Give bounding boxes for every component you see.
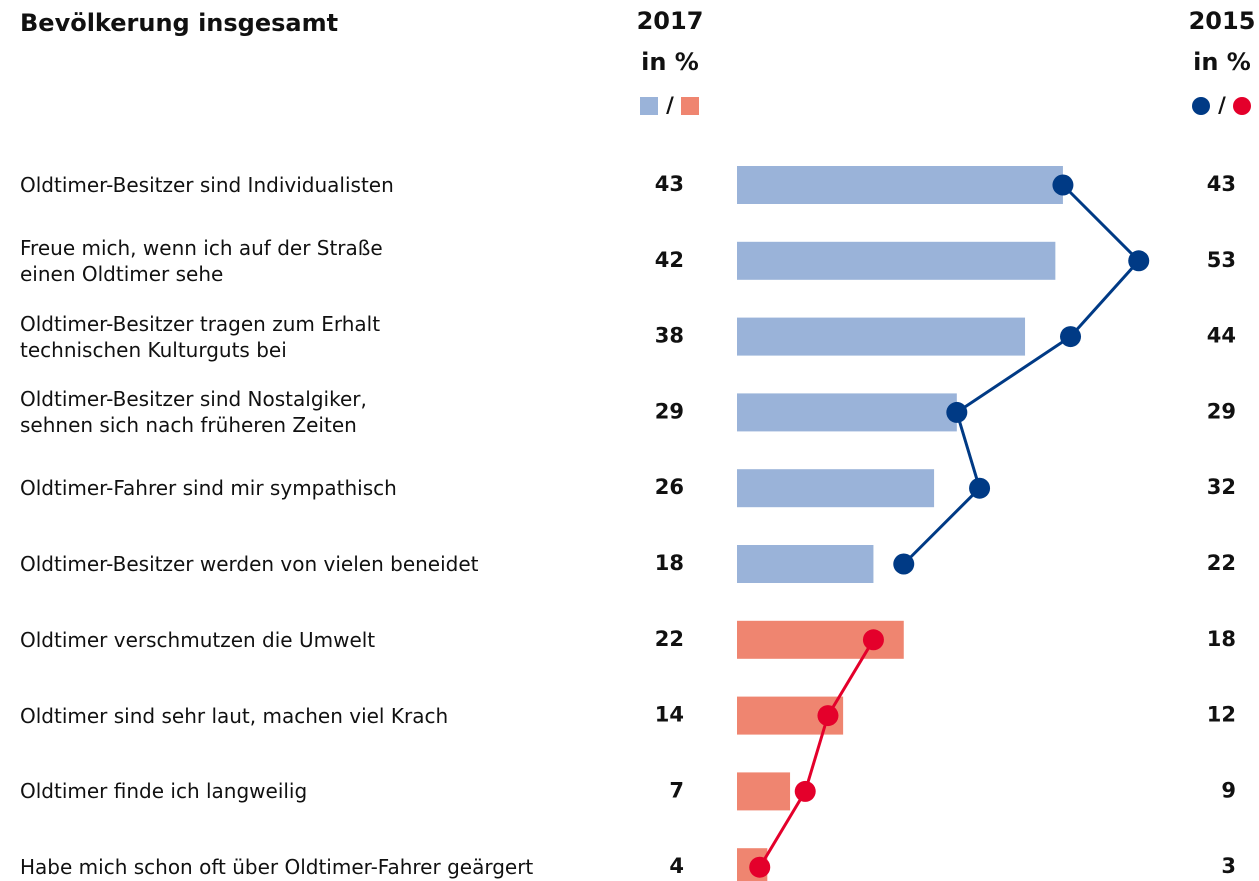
legend-swatch: [681, 97, 699, 115]
category-label: Oldtimer-Fahrer sind mir sympathisch: [20, 476, 397, 501]
value-label: 22: [655, 627, 684, 651]
value-label: 29: [655, 399, 684, 423]
unit-label: in %: [641, 48, 699, 76]
value-label: 18: [655, 551, 684, 575]
dot: [749, 856, 771, 878]
chart-title: Bevölkerung insgesamt: [20, 9, 338, 37]
value-label: 18: [1207, 627, 1236, 651]
bar: [737, 469, 935, 508]
value-label: 4: [669, 854, 684, 878]
category-label: Freue mich, wenn ich auf der Straße eine…: [20, 235, 383, 286]
line: [758, 639, 875, 868]
value-label: 12: [1207, 703, 1236, 727]
value-label: 42: [655, 248, 684, 272]
dot: [1052, 174, 1074, 196]
category-label: Oldtimer sind sehr laut, machen viel Kra…: [20, 703, 449, 728]
bar: [737, 545, 874, 583]
category-label: Oldtimer-Besitzer sind Nostalgiker, sehn…: [20, 387, 367, 438]
legend-swatch: [1233, 97, 1251, 115]
dot: [862, 629, 884, 651]
legend-swatch: [1192, 97, 1210, 115]
bar: [737, 241, 1056, 280]
value-label: 43: [1207, 172, 1236, 196]
dot: [794, 780, 816, 802]
legend-swatch: [640, 97, 658, 115]
category-label: Oldtimer-Besitzer tragen zum Erhalt tech…: [20, 311, 381, 362]
value-label: 3: [1221, 854, 1236, 878]
value-label: 38: [655, 324, 684, 348]
dot: [1060, 326, 1082, 348]
value-label: 26: [655, 475, 684, 499]
dot: [1128, 250, 1150, 272]
unit-label: in %: [1193, 48, 1251, 76]
dot: [946, 401, 968, 423]
category-label: Habe mich schon oft über Oldtimer-Fahrer…: [20, 855, 534, 880]
value-label: 9: [1221, 778, 1236, 802]
line: [902, 183, 1141, 566]
value-label: 29: [1207, 399, 1236, 423]
value-label: 22: [1207, 551, 1236, 575]
category-label: Oldtimer-Besitzer sind Individualisten: [20, 173, 394, 197]
value-label: 44: [1207, 324, 1236, 348]
series-header: 2015: [1189, 7, 1256, 35]
bar: [737, 772, 791, 811]
dot: [817, 705, 839, 727]
value-label: 32: [1207, 475, 1236, 499]
value-label: 43: [655, 172, 684, 196]
category-label: Oldtimer finde ich langweilig: [20, 779, 308, 804]
dot: [893, 553, 915, 575]
bar: [737, 317, 1026, 356]
series-header: 2017: [637, 7, 704, 35]
bar: [737, 393, 957, 432]
legend-separator: /: [666, 93, 674, 117]
legend-separator: /: [1218, 93, 1226, 117]
bar: [737, 166, 1063, 204]
category-label: Oldtimer-Besitzer werden von vielen bene…: [20, 552, 479, 576]
dot: [969, 477, 991, 499]
value-label: 7: [669, 778, 684, 802]
value-label: 53: [1207, 248, 1236, 272]
category-label: Oldtimer verschmutzen die Umwelt: [20, 627, 376, 652]
value-label: 14: [655, 703, 684, 727]
